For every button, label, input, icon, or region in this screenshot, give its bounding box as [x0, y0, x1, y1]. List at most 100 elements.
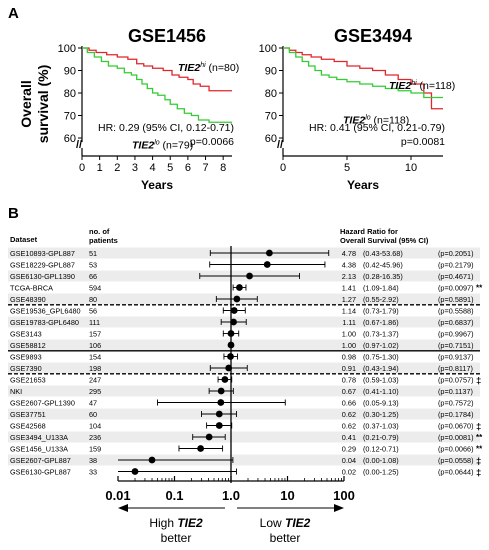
row-p-value: (p=0.7151) [438, 341, 474, 350]
hr-point [197, 445, 205, 452]
row-p-value: (p=0.0097) [438, 284, 474, 293]
row-dataset: GSE3143 [10, 330, 42, 339]
hr-point [230, 318, 237, 326]
panel-a-label: A [8, 5, 19, 22]
y-tick-label: 90 [64, 66, 76, 78]
row-p-value: (p=0.0081) [438, 433, 474, 442]
forest-x-tick-label: 10 [280, 488, 294, 503]
row-dataset: GSE10893-GPL887 [10, 249, 75, 258]
row-hr-value: 1.14 [342, 307, 356, 316]
row-dataset: GSE37751 [10, 410, 46, 419]
row-hr-value: 0.02 [342, 468, 356, 477]
km-title: GSE1456 [128, 26, 206, 46]
row-n: 157 [89, 330, 101, 339]
axis-break-icon: // [277, 139, 283, 151]
row-significance-mark: ** [476, 433, 483, 442]
row-n: 106 [89, 341, 101, 350]
hr-point [233, 295, 241, 303]
forest-x-tick-label: 0.1 [165, 488, 183, 503]
row-p-value: (p=0.8117) [438, 364, 473, 373]
row-hr-value: 1.00 [342, 330, 356, 339]
forest-x-tick-label: 0.01 [105, 488, 130, 503]
row-p-value: (p=0.9967) [438, 330, 474, 339]
row-n: 60 [89, 410, 97, 419]
row-hr-value: 1.27 [342, 295, 356, 304]
left-arrow-label: High TIE2 [149, 516, 203, 530]
row-shade [8, 408, 480, 420]
row-n: 47 [89, 399, 97, 408]
row-significance-mark: ‡ [476, 422, 481, 433]
y-tick-label: 80 [265, 88, 277, 100]
row-n: 33 [89, 468, 97, 477]
row-p-value: (p=0.7572) [438, 399, 474, 408]
row-ci: (1.09-1.84) [363, 284, 399, 293]
row-ci: (0.75-1.30) [363, 353, 399, 362]
p-value-text: p=0.0066 [190, 136, 234, 148]
row-n: 53 [89, 261, 97, 270]
hr-text: HR: 0.41 (95% CI, 0.21-0.79) [309, 122, 445, 134]
row-shade [8, 385, 480, 397]
row-hr-value: 0.67 [342, 387, 356, 396]
hr-point [217, 399, 225, 406]
series-label-hi: TIE2hi (n=80) [178, 62, 239, 74]
row-dataset: GSE9893 [10, 353, 42, 362]
row-n: 198 [89, 364, 101, 373]
x-axis-title: Years [347, 178, 379, 192]
row-ci: (0.41-1.10) [363, 387, 399, 396]
hr-point [227, 341, 235, 349]
row-ci: (0.73-1.79) [363, 307, 399, 316]
right-arrow-label-line2: better [270, 531, 301, 545]
x-tick-label: 0 [79, 162, 85, 174]
row-ci: (0.73-1.37) [363, 330, 399, 339]
y-tick-label: 90 [265, 66, 277, 78]
hr-point [265, 249, 273, 257]
row-dataset: GSE1456_U133A [10, 445, 68, 454]
row-p-value: (p=0.0644) [438, 468, 474, 477]
hr-point [215, 422, 223, 429]
row-shade [8, 431, 480, 443]
row-n: 80 [89, 295, 97, 304]
row-n: 236 [89, 433, 101, 442]
row-n: 111 [89, 318, 100, 327]
y-tick-label: 100 [58, 43, 76, 55]
hr-point [263, 261, 271, 268]
panel-b-label: B [8, 205, 19, 222]
row-p-value: (p=0.2179) [438, 261, 474, 270]
x-axis-title: Years [141, 178, 173, 192]
hr-point [230, 307, 238, 314]
row-dataset: GSE6130-GPL1390 [10, 272, 75, 281]
forest-plot: GSE10893-GPL887 51 4.78 (0.43-53.68) (p=0.20… [8, 246, 483, 503]
row-ci: (0.67-1.86) [363, 318, 399, 327]
row-dataset: GSE19783-GPL6480 [10, 318, 79, 327]
hr-point [131, 468, 139, 475]
col-header-hr-line2: Overall Survival (95% CI) [340, 236, 429, 245]
row-p-value: (p=0.0558) [438, 456, 474, 465]
right-arrowhead-icon [334, 504, 344, 512]
row-n: 38 [89, 456, 97, 465]
row-p-value: (p=0.9137) [438, 353, 474, 362]
y-tick-label: 60 [265, 133, 277, 145]
x-tick-label: 0 [280, 162, 286, 174]
row-p-value: (p=0.1137) [438, 387, 473, 396]
hr-point [227, 330, 235, 337]
row-ci: (0.12-0.71) [363, 445, 399, 454]
row-hr-value: 1.11 [342, 318, 356, 327]
series-label-lo: TIE2lo (n=79) [132, 139, 193, 151]
row-ci: (0.28-16.35) [363, 272, 403, 281]
row-hr-value: 4.78 [342, 249, 356, 258]
x-tick-label: 5 [344, 162, 350, 174]
km-plot-gse1456: GSE1456 //60 70 80 90 100 0 1 2 3 4 5 6 7 8 Years TIE2hi… [58, 26, 240, 192]
row-significance-mark: ‡ [476, 456, 481, 467]
row-n: 594 [89, 284, 101, 293]
row-hr-value: 0.29 [342, 445, 356, 454]
hr-text: HR: 0.29 (95% CI, 0.12-0.71) [98, 122, 234, 134]
row-n: 159 [89, 445, 101, 454]
x-tick-label: 2 [114, 162, 120, 174]
row-ci: (0.05-9.13) [363, 399, 399, 408]
left-arrowhead-icon [118, 504, 128, 512]
row-p-value: (p=0.6837) [438, 318, 474, 327]
row-n: 104 [89, 422, 101, 431]
col-header-hr-line1: Hazard Ratio for [340, 227, 398, 236]
axis-break-icon: // [76, 139, 82, 151]
row-ci: (0.43-1.94) [363, 364, 399, 373]
